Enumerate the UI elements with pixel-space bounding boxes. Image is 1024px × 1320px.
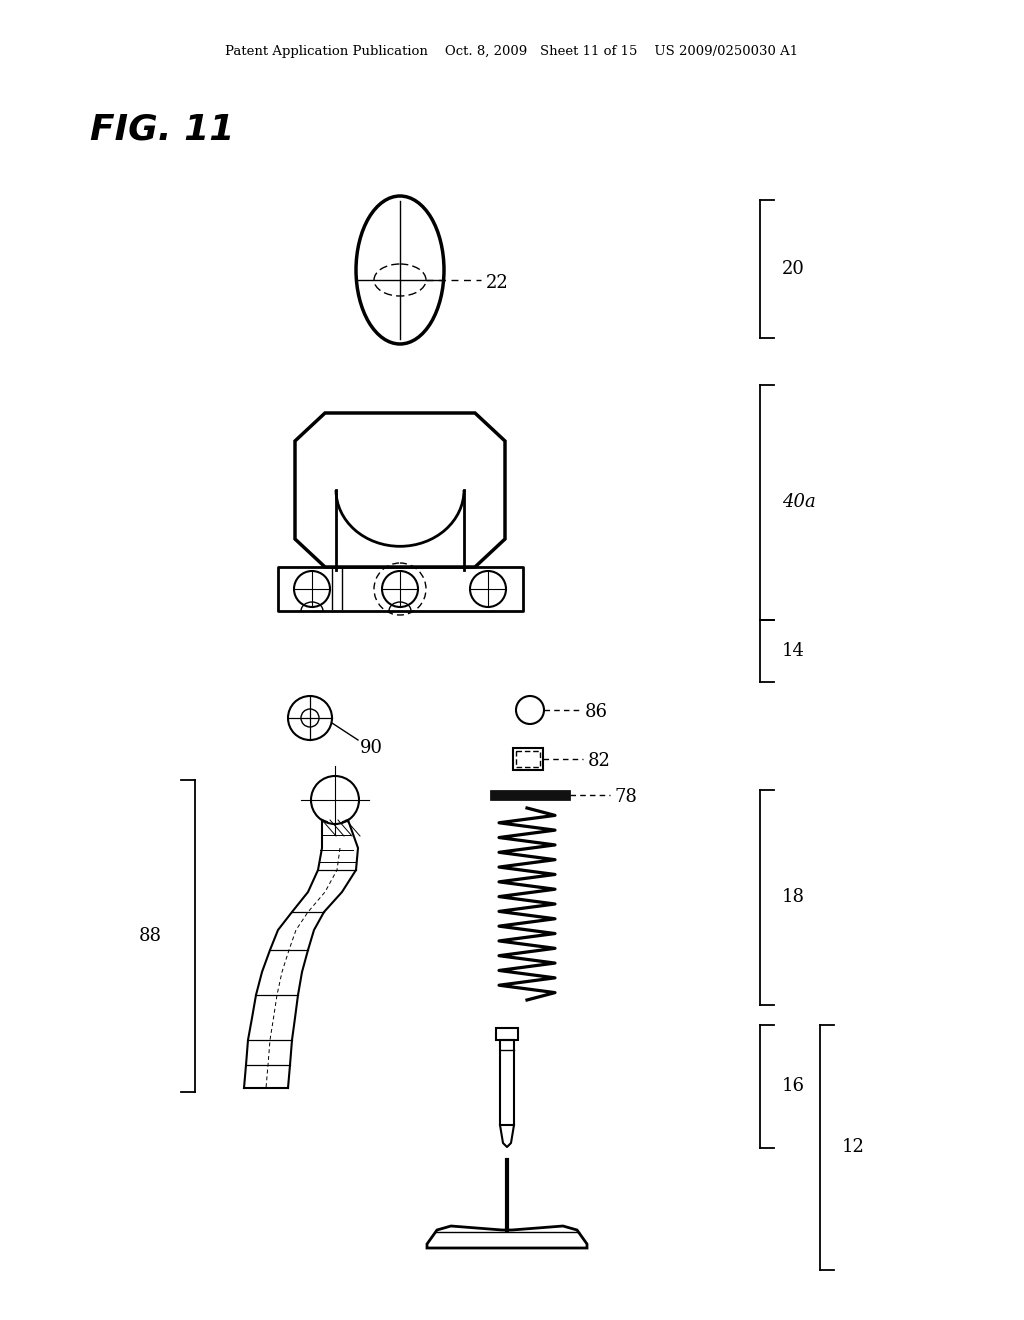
Text: 40a: 40a	[782, 492, 816, 511]
Text: 12: 12	[842, 1138, 865, 1156]
Text: 16: 16	[782, 1077, 805, 1096]
Bar	[500, 1040, 514, 1125]
Text: 86: 86	[585, 704, 608, 721]
Text: 20: 20	[782, 260, 805, 279]
Text: FIG. 11: FIG. 11	[90, 114, 234, 147]
Text: 78: 78	[615, 788, 638, 807]
Bar	[513, 748, 543, 770]
Text: 90: 90	[360, 739, 383, 756]
Text: Patent Application Publication    Oct. 8, 2009   Sheet 11 of 15    US 2009/02500: Patent Application Publication Oct. 8, 2…	[225, 45, 799, 58]
Text: 22: 22	[486, 275, 509, 292]
Text: 82: 82	[588, 752, 611, 770]
Bar	[490, 789, 570, 800]
Bar	[278, 568, 523, 611]
Bar	[516, 751, 540, 767]
Bar	[496, 1028, 518, 1040]
Text: 18: 18	[782, 888, 805, 906]
Text: 88: 88	[138, 927, 162, 945]
Text: 14: 14	[782, 642, 805, 660]
